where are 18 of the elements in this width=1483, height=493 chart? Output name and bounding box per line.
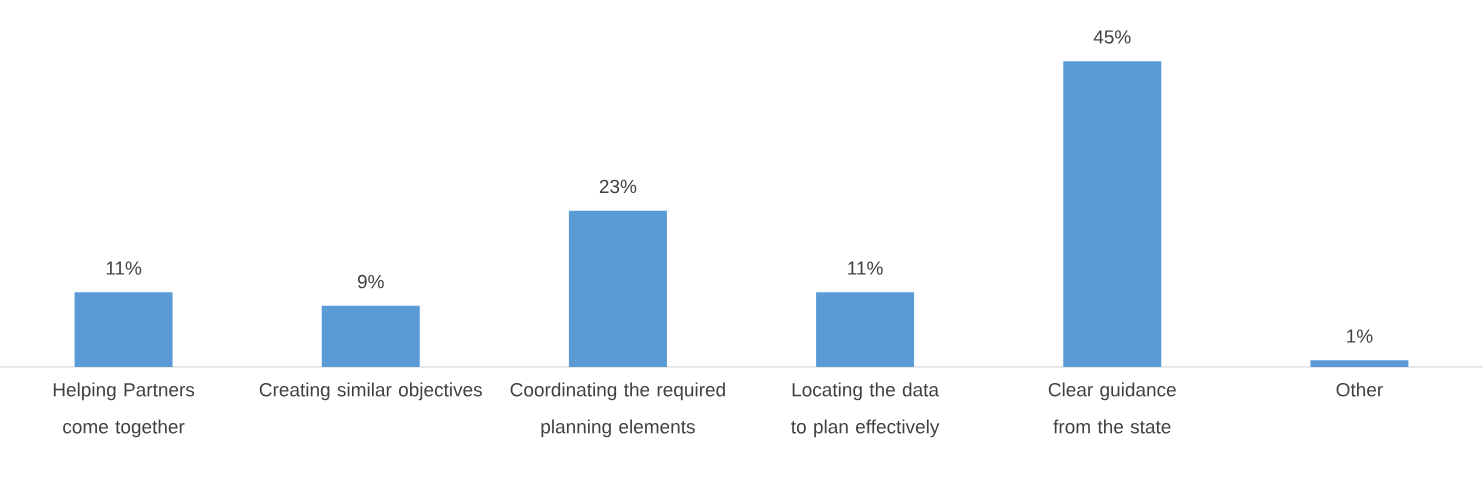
- data-label: 11%: [848, 261, 883, 275]
- x-tick-label: Locating the data to plan effectively: [791, 382, 940, 438]
- bar: [1310, 360, 1409, 367]
- x-tick-label: Other: [1336, 382, 1383, 397]
- x-tick-label: Clear guidance from the state: [1048, 382, 1176, 434]
- bar: [1063, 61, 1162, 367]
- bar: [74, 292, 173, 367]
- x-tick-label: Coordinating the required planning elements: [510, 382, 725, 438]
- bar: [321, 305, 420, 367]
- bar: [568, 210, 667, 367]
- bar: [816, 292, 915, 367]
- data-label: 9%: [357, 274, 384, 289]
- data-label: 23%: [599, 179, 637, 194]
- x-tick-label: Creating similar objectives: [259, 382, 482, 401]
- data-label: 11%: [106, 261, 142, 275]
- data-label: 1%: [1347, 329, 1373, 343]
- data-label: 45%: [1093, 30, 1131, 44]
- x-tick-label: Helping Partners come together: [53, 382, 195, 438]
